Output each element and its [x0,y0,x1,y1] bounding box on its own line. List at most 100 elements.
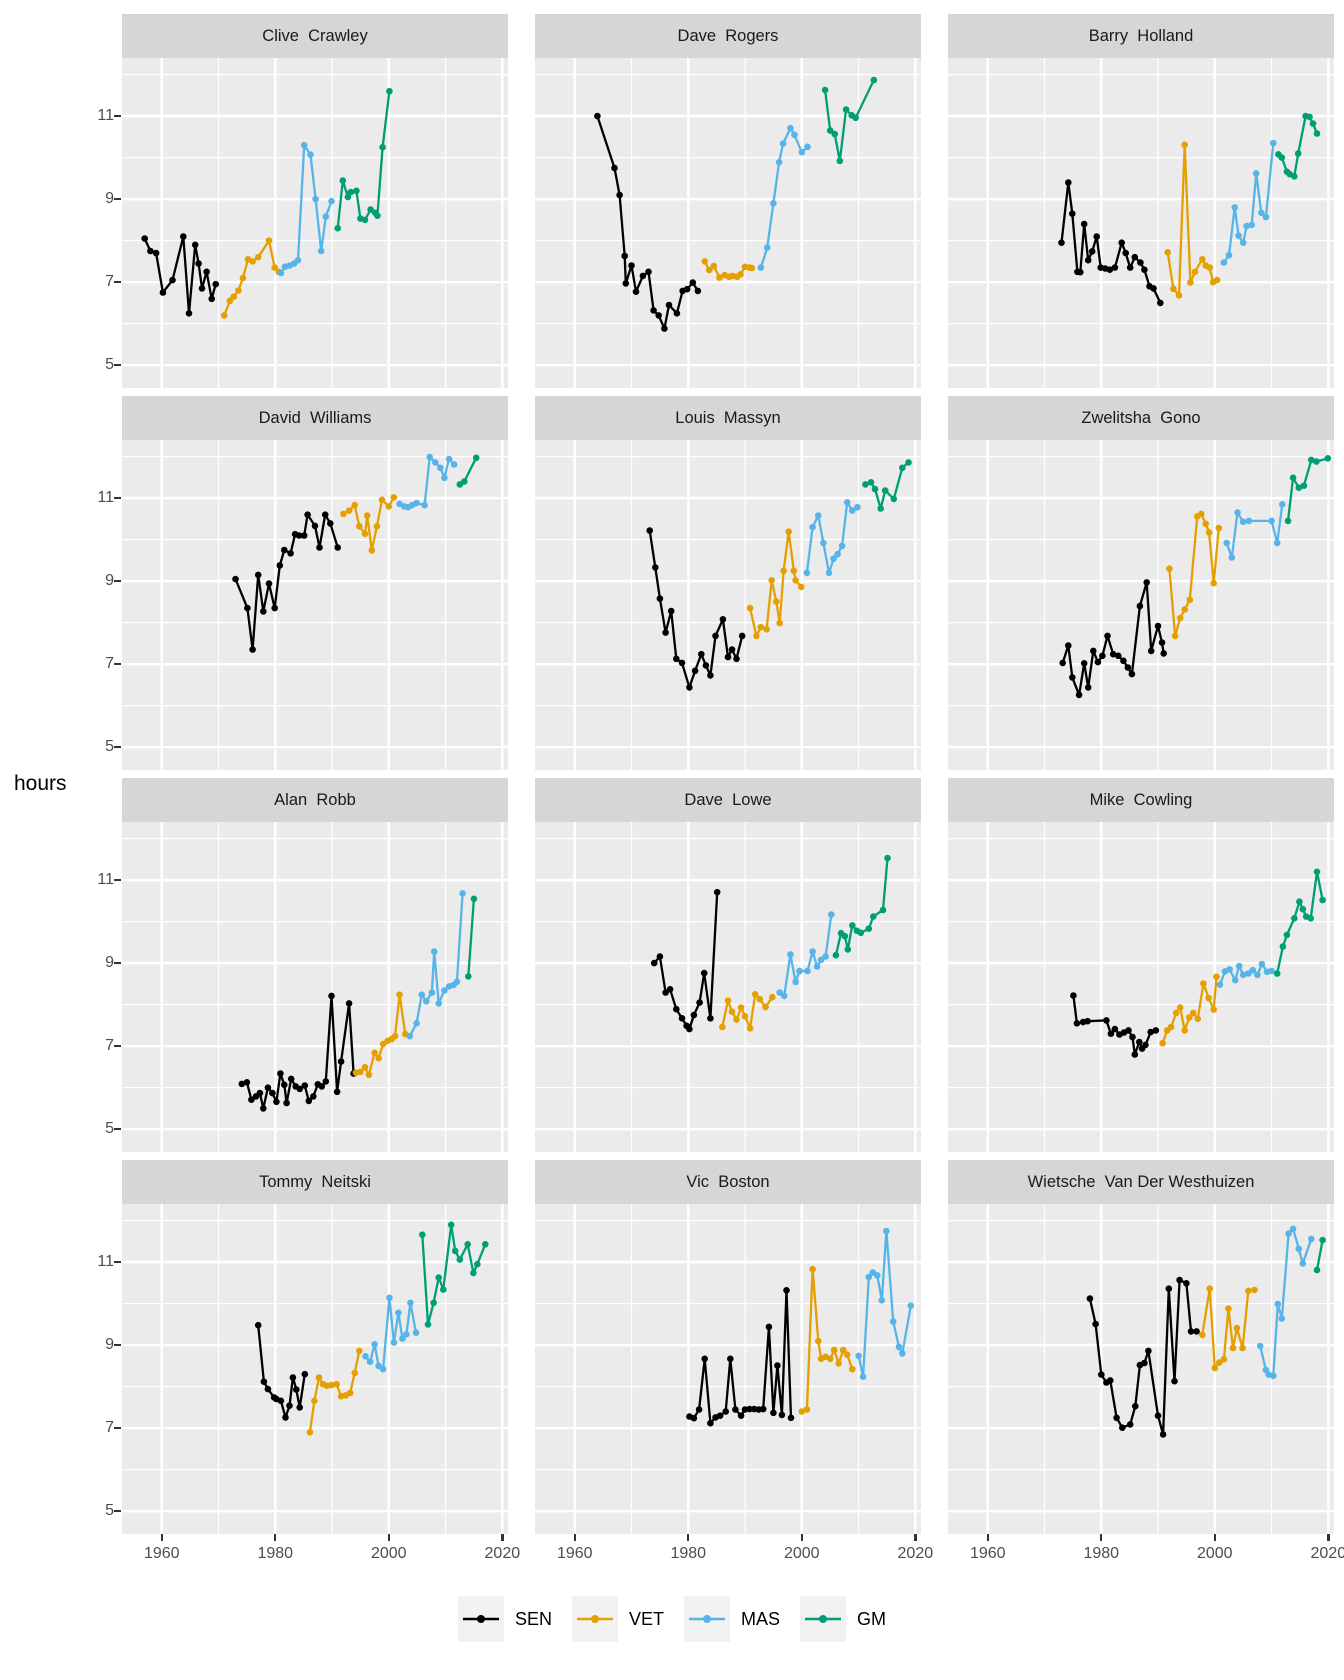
x-tick-label: 1980 [670,1545,707,1562]
x-tick-label: 1980 [257,1545,294,1562]
facet-plot [122,822,508,1152]
series-GM [419,1221,489,1328]
y-tick-mark [114,497,121,500]
legend-item-MAS: MAS [684,1596,780,1642]
series-SEN [1058,179,1164,307]
gridlines [948,58,1334,388]
x-tick-label: 2000 [370,1545,407,1562]
x-tick-mark [1100,1534,1103,1541]
series-GM [1313,1236,1326,1274]
x-tick-label: 2020 [484,1545,521,1562]
facet-panel: Tommy Neitski [122,1160,508,1534]
y-tick-mark [114,364,121,367]
y-tick-mark [114,879,121,882]
x-tick-mark [1327,1534,1330,1541]
y-tick-mark [114,1045,121,1048]
series-SEN [141,233,219,317]
series-MAS [803,499,861,577]
gridlines [535,822,921,1152]
series-SEN [238,992,357,1112]
series-MAS [396,453,458,511]
facet-title: Mike Cowling [1089,790,1193,809]
facet-plot [535,822,921,1152]
legend-key-SEN [457,1596,504,1642]
series-VET [306,1347,363,1436]
facet-strip: Alan Robb [122,778,508,822]
facet-plot [122,1204,508,1534]
facet-strip: Barry Holland [948,14,1334,58]
facet-panel: Barry Holland [948,14,1334,388]
x-tick-label: 2020 [1310,1545,1344,1562]
facet-title: David Williams [258,408,372,427]
line-dot-glyph [462,1615,499,1623]
x-tick-mark [274,1534,277,1541]
facet-strip: Tommy Neitski [122,1160,508,1204]
facet-strip: Zwelitsha Gono [948,396,1334,440]
series-VET [1159,973,1220,1047]
y-tick-label: 9 [105,1336,114,1354]
gridlines [122,822,508,1152]
x-tick-mark [573,1534,576,1541]
series-VET [220,237,282,319]
facet-panel: Mike Cowling [948,778,1334,1152]
gridlines [948,822,1334,1152]
x-tick-mark [914,1534,917,1541]
facet-plot [122,440,508,770]
y-tick-label: 7 [105,273,114,291]
series-VET [719,991,776,1032]
facet-panel: Wietsche Van Der Westhuizen [948,1160,1334,1534]
series-GM [456,454,480,488]
gridlines [122,1204,508,1534]
series-GM [821,76,878,165]
gridlines [948,440,1334,770]
y-tick-label: 5 [105,738,114,756]
facet-strip: Vic Boston [535,1160,921,1204]
series-VET [352,991,409,1079]
facet-plot [948,1204,1334,1534]
facet-title: Tommy Neitski [259,1172,371,1191]
series-VET [340,494,398,554]
series-GM [832,854,891,959]
facet-panel: Clive Crawley [122,14,508,388]
x-tick-mark [1213,1534,1216,1541]
x-tick-label: 2000 [1196,1545,1233,1562]
x-tick-label: 1960 [969,1545,1006,1562]
facet-panel: Dave Lowe [535,778,921,1152]
facet-title: Zwelitsha Gono [1081,408,1201,427]
gridlines [122,440,508,770]
y-tick-mark [114,281,121,284]
legend: SEN VET MAS GM [0,1596,1344,1642]
series-SEN [650,888,721,1033]
series-SEN [1070,992,1160,1058]
x-tick-mark [387,1534,390,1541]
series-GM [862,459,912,512]
y-tick-mark [114,1510,121,1513]
facet-panel: Vic Boston [535,1160,921,1534]
facet-title: Alan Robb [274,790,356,809]
y-tick-mark [114,663,121,666]
series-SEN [1059,579,1167,699]
facet-panel: David Williams [122,396,508,770]
y-tick-mark [114,198,121,201]
facet-title: Vic Boston [686,1172,770,1191]
facet-plot [535,1204,921,1534]
series-MAS [757,124,811,271]
facet-title: Dave Rogers [677,26,779,45]
series-SEN [686,1287,795,1427]
y-tick-label: 11 [97,107,114,125]
facet-panel: Louis Massyn [535,396,921,770]
facet-title: Louis Massyn [675,408,781,427]
series-SEN [594,112,702,332]
facet-title: Wietsche Van Der Westhuizen [1027,1172,1255,1191]
legend-key-GM [800,1596,847,1642]
x-tick-mark [687,1534,690,1541]
y-tick-label: 11 [97,489,114,507]
y-tick-label: 9 [105,572,114,590]
y-tick-label: 5 [105,1502,114,1520]
series-MAS [1220,139,1277,266]
facet-plot [948,58,1334,388]
facet-panel: Dave Rogers [535,14,921,388]
y-tick-mark [114,962,121,965]
x-tick-mark [986,1534,989,1541]
